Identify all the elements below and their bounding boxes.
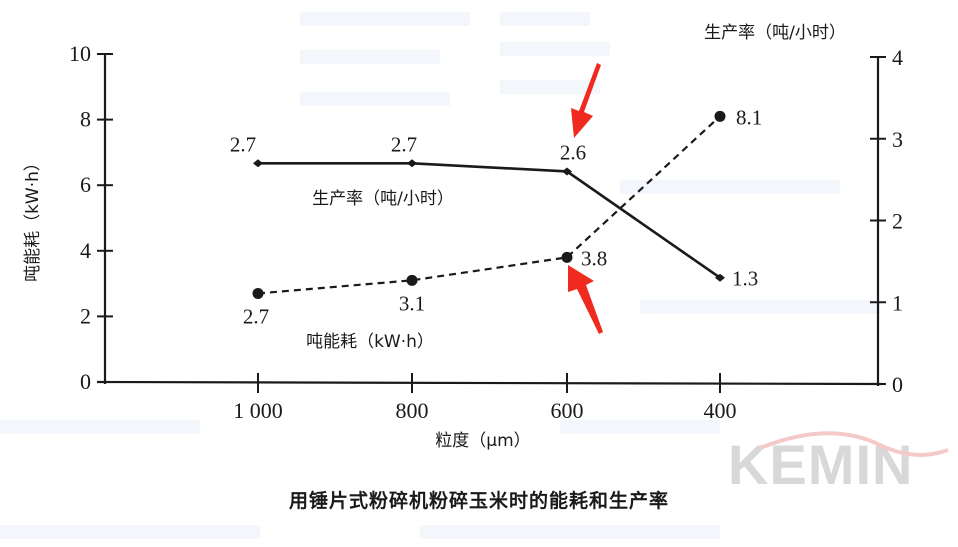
production-rate-marker [253, 159, 263, 168]
left-axis-title: 吨能耗（kW·h） [23, 154, 43, 282]
energy-consumption-value: 8.1 [736, 105, 762, 129]
production-rate-line [258, 161, 721, 279]
energy-consumption-marker [406, 274, 418, 286]
left-tick-label: 8 [80, 107, 91, 132]
axes [96, 54, 883, 386]
series-label-production-rate: 生产率（吨/小时） [312, 189, 454, 209]
production-rate-value: 2.6 [560, 140, 586, 164]
production-rate-value: 2.7 [230, 132, 256, 156]
right-tick-label: 0 [892, 372, 903, 397]
energy-consumption-marker [252, 287, 264, 299]
x-axis-title: 粒度（μm） [435, 431, 530, 451]
series-layer: 2.7 2.7 2.6 1.3 2.7 3.1 3.8 8.1 [230, 105, 762, 328]
left-tick-label: 0 [80, 369, 91, 394]
x-tick-label: 400 [704, 398, 737, 423]
energy-consumption-value: 3.1 [399, 291, 425, 315]
right-tick-label: 2 [892, 209, 903, 234]
x-axis [96, 380, 883, 386]
production-rate-marker [562, 167, 572, 176]
x-tick-label: 800 [396, 398, 429, 423]
red-arrow-icon [571, 63, 601, 138]
series-label-energy-consumption: 吨能耗（kW·h） [306, 332, 434, 352]
right-tick-label: 1 [892, 290, 903, 315]
production-rate-marker [715, 273, 725, 282]
production-rate-value: 1.3 [732, 267, 758, 291]
energy-consumption-value: 3.8 [581, 246, 607, 270]
energy-consumption-marker [561, 251, 573, 263]
energy-consumption-line [257, 115, 721, 295]
watermark-text: KEMIN [728, 433, 914, 496]
right-axis-ticks: 0 1 2 3 4 [870, 45, 903, 397]
x-tick-label: 1 000 [233, 398, 283, 423]
right-tick-label: 3 [892, 127, 903, 152]
energy-consumption-value: 2.7 [243, 304, 269, 328]
watermark-swoosh-icon [759, 431, 949, 457]
left-tick-label: 6 [80, 172, 91, 197]
watermark-logo: KEMIN [728, 432, 913, 497]
red-arrow-icon [568, 265, 603, 334]
right-axis-title: 生产率（吨/小时） [704, 23, 846, 43]
x-tick-label: 600 [551, 398, 584, 423]
production-rate-value: 2.7 [391, 132, 417, 156]
x-axis-ticks: 1 000 800 600 400 [233, 373, 737, 423]
left-tick-label: 10 [69, 41, 91, 66]
right-tick-label: 4 [892, 45, 903, 70]
left-tick-label: 4 [80, 238, 91, 263]
production-rate-marker [407, 159, 417, 168]
energy-consumption-marker [714, 110, 726, 122]
left-axis-ticks: 0 2 4 6 8 10 [69, 41, 113, 394]
left-tick-label: 2 [80, 303, 91, 328]
figure-caption: 用锤片式粉碎机粉碎玉米时的能耗和生产率 [288, 490, 669, 512]
